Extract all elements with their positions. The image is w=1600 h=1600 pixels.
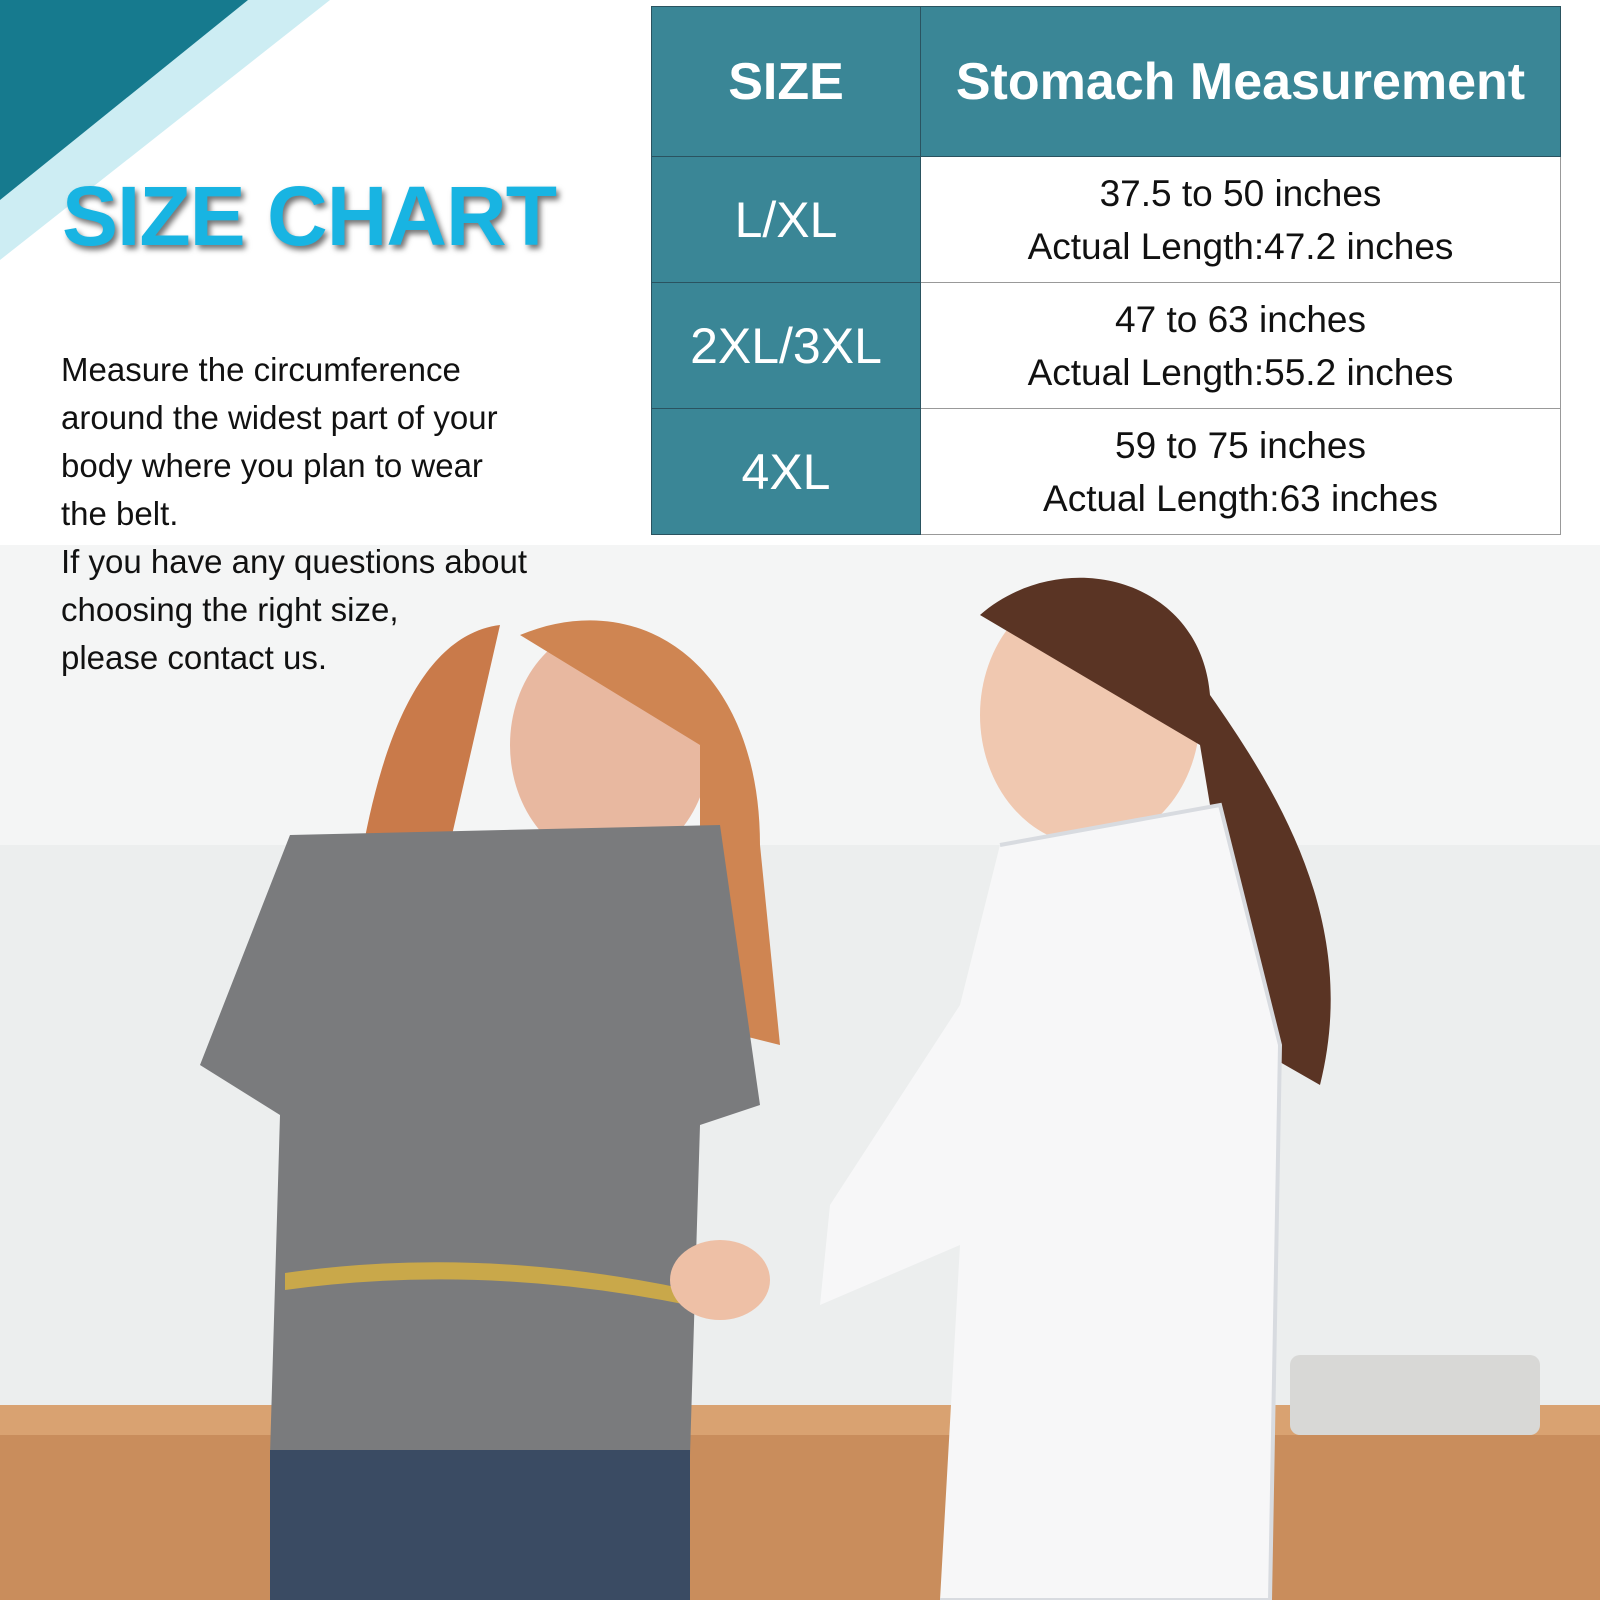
instruction-line: please contact us.	[61, 639, 327, 676]
range-text: 59 to 75 inches	[1115, 424, 1366, 466]
actual-length-text: Actual Length:63 inches	[1043, 477, 1438, 519]
measurement-cell: 47 to 63 inches Actual Length:55.2 inche…	[920, 282, 1561, 409]
measurement-instructions: Measure the circumference around the wid…	[61, 346, 661, 682]
page-title: SIZE CHART	[62, 169, 557, 263]
instruction-line: Measure the circumference	[61, 351, 461, 388]
instruction-line: the belt.	[61, 495, 179, 532]
table-row: L/XL 37.5 to 50 inches Actual Length:47.…	[651, 156, 1561, 283]
size-table: SIZE Stomach Measurement L/XL 37.5 to 50…	[651, 6, 1561, 535]
actual-length-text: Actual Length:47.2 inches	[1027, 225, 1454, 267]
table-header-row: SIZE Stomach Measurement	[651, 6, 1561, 157]
size-cell: 4XL	[651, 408, 921, 535]
measurement-cell: 37.5 to 50 inches Actual Length:47.2 inc…	[920, 156, 1561, 283]
measurement-cell: 59 to 75 inches Actual Length:63 inches	[920, 408, 1561, 535]
range-text: 37.5 to 50 inches	[1099, 172, 1382, 214]
instruction-line: choosing the right size,	[61, 591, 399, 628]
table-row: 2XL/3XL 47 to 63 inches Actual Length:55…	[651, 282, 1561, 409]
header-size: SIZE	[651, 6, 921, 157]
instruction-line: around the widest part of your	[61, 399, 498, 436]
header-stomach-measurement: Stomach Measurement	[920, 6, 1561, 157]
instruction-line: body where you plan to wear	[61, 447, 483, 484]
actual-length-text: Actual Length:55.2 inches	[1027, 351, 1454, 393]
size-cell: 2XL/3XL	[651, 282, 921, 409]
corner-decoration	[0, 0, 330, 260]
photo-woman-measuring-waist	[0, 545, 1600, 1600]
size-cell: L/XL	[651, 156, 921, 283]
table-row: 4XL 59 to 75 inches Actual Length:63 inc…	[651, 408, 1561, 535]
range-text: 47 to 63 inches	[1115, 298, 1366, 340]
instruction-line: If you have any questions about	[61, 543, 527, 580]
